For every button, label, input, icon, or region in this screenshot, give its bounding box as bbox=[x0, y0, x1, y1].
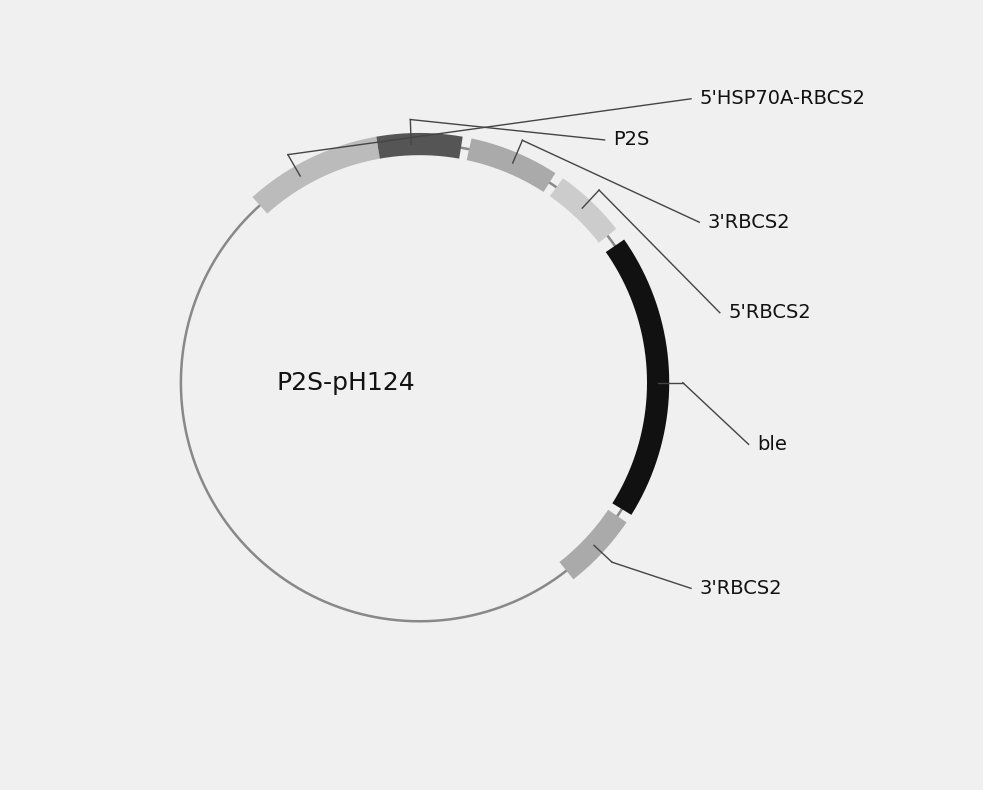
Text: 3'RBCS2: 3'RBCS2 bbox=[708, 213, 790, 231]
Text: P2S-pH124: P2S-pH124 bbox=[276, 371, 415, 395]
Text: P2S: P2S bbox=[612, 130, 649, 149]
Text: 5'HSP70A-RBCS2: 5'HSP70A-RBCS2 bbox=[699, 89, 865, 108]
Text: 5'RBCS2: 5'RBCS2 bbox=[728, 303, 811, 322]
Text: ble: ble bbox=[757, 435, 786, 454]
Text: 3'RBCS2: 3'RBCS2 bbox=[699, 579, 781, 598]
